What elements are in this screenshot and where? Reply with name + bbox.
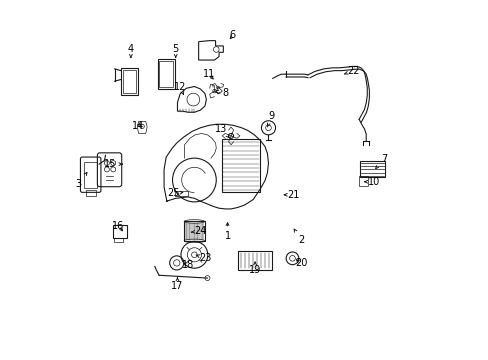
- Text: 3: 3: [76, 172, 87, 189]
- Bar: [175, 191, 187, 195]
- Text: 9: 9: [267, 112, 273, 127]
- Text: 22: 22: [344, 66, 359, 76]
- Text: 10: 10: [364, 177, 380, 187]
- Bar: [184, 221, 204, 241]
- Bar: [221, 139, 260, 192]
- Text: 20: 20: [294, 258, 306, 268]
- Bar: [85, 190, 96, 196]
- Text: 25: 25: [166, 188, 183, 198]
- Text: 14: 14: [131, 121, 143, 131]
- Text: 11: 11: [203, 69, 215, 79]
- Bar: [121, 68, 138, 95]
- Text: 1: 1: [224, 223, 230, 242]
- Text: 24: 24: [191, 226, 206, 236]
- Text: 2: 2: [294, 229, 304, 245]
- Text: 4: 4: [127, 45, 134, 58]
- Text: 13: 13: [215, 124, 228, 138]
- Text: 23: 23: [196, 253, 211, 263]
- Bar: [158, 59, 174, 89]
- Bar: [359, 162, 384, 177]
- Text: 19: 19: [248, 262, 261, 275]
- Text: 18: 18: [182, 260, 194, 270]
- Bar: [114, 238, 122, 242]
- Text: 17: 17: [171, 278, 183, 291]
- Bar: [84, 162, 97, 188]
- Text: 5: 5: [172, 45, 179, 58]
- Bar: [358, 176, 367, 186]
- Text: 12: 12: [174, 81, 186, 95]
- Bar: [122, 70, 136, 93]
- Text: 6: 6: [229, 30, 235, 40]
- Bar: [159, 61, 173, 87]
- Text: 7: 7: [375, 154, 386, 168]
- Bar: [112, 225, 127, 238]
- Text: 16: 16: [112, 221, 124, 231]
- Text: 15: 15: [104, 159, 122, 169]
- Text: 8: 8: [215, 87, 228, 98]
- Text: 21: 21: [284, 190, 300, 200]
- Bar: [238, 251, 271, 270]
